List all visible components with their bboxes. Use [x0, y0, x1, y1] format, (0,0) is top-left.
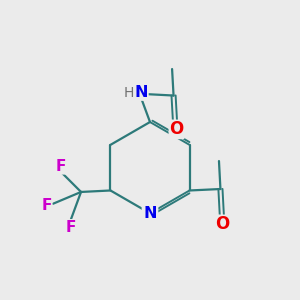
Text: O: O — [215, 215, 229, 233]
Text: F: F — [41, 198, 52, 213]
Text: F: F — [55, 159, 66, 174]
Text: O: O — [169, 120, 184, 138]
Text: N: N — [134, 85, 148, 100]
Text: F: F — [65, 220, 76, 235]
Text: H: H — [123, 85, 134, 100]
Text: N: N — [143, 206, 157, 221]
